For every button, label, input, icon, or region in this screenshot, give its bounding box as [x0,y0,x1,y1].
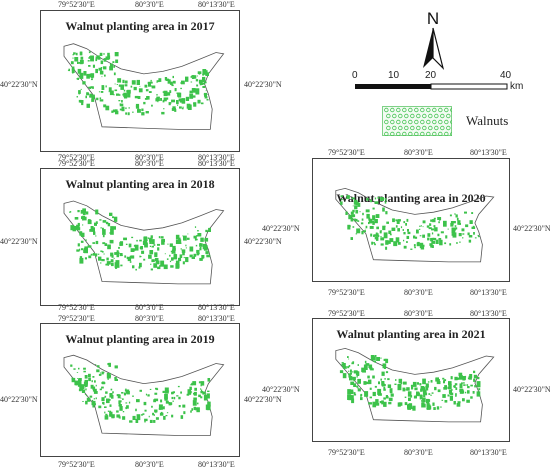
lon-label: 79°52'30"E [58,314,95,323]
legend-walnuts-swatch [382,106,452,136]
lon-label: 80°3'0"E [404,148,433,157]
map-canvas [335,347,495,423]
scale-tick-0: 0 [352,70,358,81]
lon-label: 79°52'30"E [58,153,95,162]
lon-label: 80°13'30"E [198,159,235,168]
legend-walnuts-label: Walnuts [466,113,509,128]
lat-label: 40°22'30"N [262,224,300,233]
lon-label: 80°13'30"E [198,153,235,162]
lon-label: 80°13'30"E [198,303,235,312]
region-boundary [335,187,495,263]
lat-label: 40°22'30"N [513,385,550,394]
lon-label: 80°13'30"E [470,288,507,297]
lon-label: 80°3'0"E [135,153,164,162]
panel-title: Walnut planting area in 2021 [336,327,486,341]
walnut-patches [339,355,481,411]
scale-tick-10: 10 [388,70,400,81]
lon-label: 79°52'30"E [328,309,365,318]
map-canvas [335,187,495,263]
lat-label: 40°22'30"N [0,237,38,246]
walnut-patches [69,208,211,271]
walnut-patches [67,51,209,116]
map-panel-2020: Walnut planting area in 2020 [312,158,510,282]
lon-label: 79°52'30"E [58,303,95,312]
lon-label: 80°3'0"E [404,309,433,318]
region-boundary [63,354,225,436]
region-boundary [63,43,225,130]
panel-title: Walnut planting area in 2019 [65,332,215,346]
lon-label: 80°13'30"E [470,448,507,457]
lon-label: 80°13'30"E [198,0,235,9]
scale-tick-40: 40 [500,70,512,81]
lat-label: 40°22'30"N [0,80,38,89]
scale-tick-20: 20 [425,70,437,81]
lon-label: 79°52'30"E [58,460,95,469]
map-canvas [63,354,225,436]
north-arrow-icon: N [423,9,445,70]
lon-label: 80°3'0"E [135,460,164,469]
lon-label: 79°52'30"E [58,0,95,9]
map-canvas [63,43,225,130]
panel-title: Walnut planting area in 2017 [65,19,215,33]
north-arrow: N [418,8,448,70]
lat-label: 40°22'30"N [244,80,282,89]
map-panel-2019: Walnut planting area in 2019 [40,323,240,457]
lon-label: 80°3'0"E [404,448,433,457]
lat-label: 40°22'30"N [262,385,300,394]
scale-bar [355,83,508,90]
lon-label: 80°13'30"E [470,309,507,318]
map-canvas [63,200,225,285]
north-letter: N [427,9,439,28]
map-panel-2021: Walnut planting area in 2021 [312,318,510,442]
lon-label: 79°52'30"E [58,159,95,168]
walnut-patches [70,362,211,423]
panel-title: Walnut planting area in 2018 [65,177,215,191]
lon-label: 80°3'0"E [135,159,164,168]
lon-label: 80°13'30"E [198,460,235,469]
lon-label: 79°52'30"E [328,288,365,297]
lon-label: 80°13'30"E [198,314,235,323]
lon-label: 80°3'0"E [135,0,164,9]
lat-label: 40°22'30"N [0,395,38,404]
lon-label: 79°52'30"E [328,448,365,457]
map-panel-2018: Walnut planting area in 2018 [40,168,240,306]
lon-label: 80°13'30"E [470,148,507,157]
walnut-patches [340,195,480,250]
lat-label: 40°22'30"N [244,395,282,404]
map-panel-2017: Walnut planting area in 2017 [40,10,240,152]
lon-label: 80°3'0"E [135,314,164,323]
scale-unit: km [510,81,524,92]
lon-label: 80°3'0"E [135,303,164,312]
lat-label: 40°22'30"N [244,237,282,246]
lon-label: 80°3'0"E [404,288,433,297]
lat-label: 40°22'30"N [513,224,550,233]
lon-label: 79°52'30"E [328,148,365,157]
